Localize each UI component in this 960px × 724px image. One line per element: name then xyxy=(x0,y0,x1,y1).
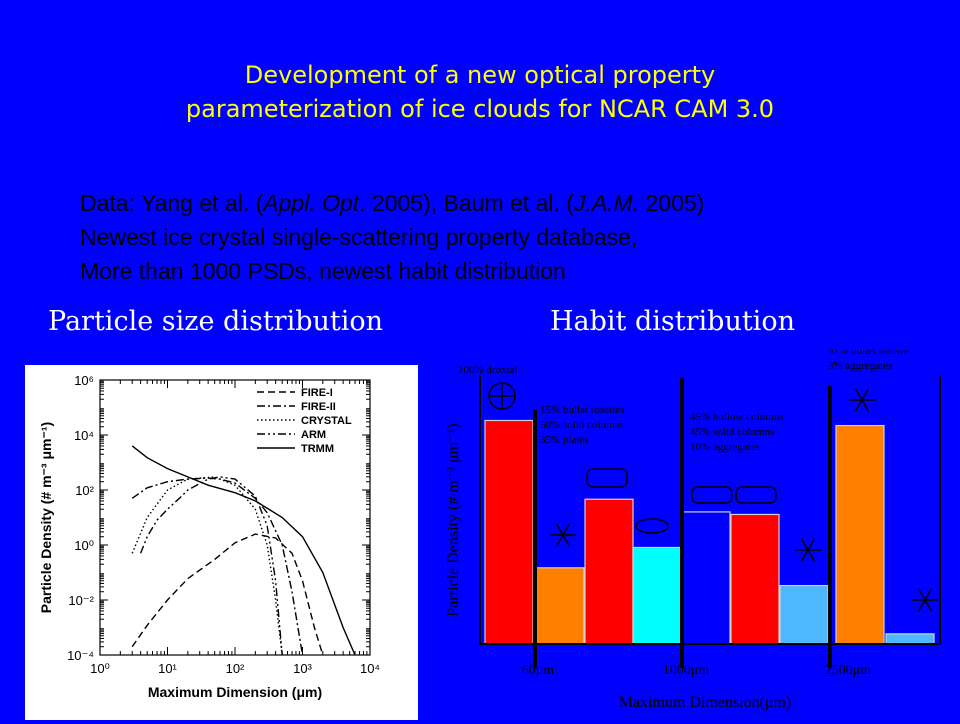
habit-annotation: 45% solid columns xyxy=(690,426,774,438)
y-tick-label: 10⁻⁴ xyxy=(67,648,94,663)
hollow-column-icon xyxy=(691,486,733,504)
habit-annotation: 50% solid columns xyxy=(540,419,624,431)
habit-x-axis-label: Maximum Dimension(μm) xyxy=(619,694,792,711)
psd-subtitle: Particle size distribution xyxy=(48,306,384,337)
habit-subtitle: Habit distribution xyxy=(550,306,795,337)
habit-annotation: 100% droxtal xyxy=(458,364,518,376)
legend-label: ARM xyxy=(301,429,326,441)
x-tick-label: 10² xyxy=(226,661,245,676)
bullet-journal: Appl. Opt xyxy=(263,190,360,216)
psd-y-axis-label: Particle Density (# m⁻³ μm⁻¹) xyxy=(38,422,54,613)
x-tick-label: 10⁴ xyxy=(360,661,380,676)
habit-x-tick-label: 60μm xyxy=(522,663,555,678)
x-tick-label: 10³ xyxy=(293,661,312,676)
legend-label: TRMM xyxy=(301,443,334,455)
x-tick-label: 10¹ xyxy=(158,661,177,676)
psd-chart: 10⁰ 10¹ 10² 10³ 10⁴ 10⁻⁴ 10⁻² 10⁰ 10² 10⁴ 10⁶ Maxim… xyxy=(38,373,380,700)
habit-y-axis-label: Particle Density (# m⁻³ μm⁻¹) xyxy=(445,423,462,616)
plate-icon xyxy=(635,518,669,534)
habit-bar-aggregates xyxy=(779,584,829,645)
habit-bar-aggregates xyxy=(885,633,935,645)
series-line-trmm xyxy=(131,445,356,656)
habit-bar-hollow-columns xyxy=(681,511,731,645)
y-tick-label: 10⁶ xyxy=(74,373,94,388)
habit-annotation: 35% plates xyxy=(540,434,589,446)
habit-annotation: 15% bullet rosettes xyxy=(540,404,624,416)
bullet-text: . 2005), Baum et al. ( xyxy=(359,190,574,216)
plate-shape xyxy=(635,518,669,534)
y-tick-label: 10⁴ xyxy=(74,428,94,443)
habit-bar-bullet-rosette xyxy=(835,424,885,645)
series-line-fire-ii xyxy=(131,477,304,656)
title-line-2: parameterization of ice clouds for NCAR … xyxy=(185,95,775,123)
legend-label: FIRE-I xyxy=(301,387,333,399)
habit-x-tick-label: 1000μm xyxy=(663,663,710,678)
solid-column-icon xyxy=(735,486,777,504)
x-tick-label: 10⁰ xyxy=(90,661,110,676)
y-tick-label: 10² xyxy=(75,483,94,498)
rosette-arm xyxy=(854,388,870,412)
series-line-fire-i xyxy=(131,533,324,656)
bullet-psds: More than 1000 PSDs, newest habit distri… xyxy=(80,258,566,284)
habit-annotation: 97% bullet rosette xyxy=(828,350,908,357)
slide-title: Development of a new optical property pa… xyxy=(0,58,960,126)
bullet-journal: J.A.M. xyxy=(573,190,640,216)
habit-bar-plates xyxy=(632,546,682,645)
bullet-rosette-icon xyxy=(550,523,576,547)
y-tick-label: 10⁻² xyxy=(68,593,94,608)
bullet-data-source: Data: Yang et al. (Appl. Opt. 2005), Bau… xyxy=(80,186,704,220)
series-line-arm xyxy=(139,476,283,656)
bullet-text: Data: Yang et al. ( xyxy=(80,190,264,216)
solid-column-shape xyxy=(735,486,777,504)
legend-label: FIRE-II xyxy=(301,401,336,413)
habit-bar-bullet-rosettes xyxy=(535,567,585,645)
habit-bar-droxtal xyxy=(484,419,534,645)
bullet-text: 2005) xyxy=(639,190,705,216)
psd-chart-panel: 10⁰ 10¹ 10² 10³ 10⁴ 10⁻⁴ 10⁻² 10⁰ 10² 10⁴ 10⁶ Maxim… xyxy=(25,365,418,720)
aggregate-icon xyxy=(912,588,938,612)
habit-x-tick-label: 2500μm xyxy=(825,663,872,678)
habit-bar-solid-columns xyxy=(584,498,634,645)
habit-bar-solid-columns xyxy=(730,513,780,645)
bullet-list: Data: Yang et al. (Appl. Opt. 2005), Bau… xyxy=(80,186,704,288)
legend-label: CRYSTAL xyxy=(301,415,352,427)
habit-annotation: 3% aggregates xyxy=(828,360,892,372)
bullet-database: Newest ice crystal single-scattering pro… xyxy=(80,224,638,250)
rosette-arm xyxy=(800,538,816,562)
psd-plot-frame xyxy=(99,379,371,656)
psd-x-axis-label: Maximum Dimension (μm) xyxy=(148,684,322,700)
title-line-1: Development of a new optical property xyxy=(244,61,716,89)
bullet-rosette-icon xyxy=(849,388,875,412)
habit-annotation: 45% hollow columns xyxy=(690,411,784,423)
aggregate-icon xyxy=(795,538,821,562)
hollow-column-shape xyxy=(691,486,733,504)
column-icon xyxy=(586,468,628,488)
y-tick-label: 10⁰ xyxy=(74,538,94,553)
habit-chart: 60μm 1000μm 2500μm Maximum Dimension(μm) Par… xyxy=(445,350,941,711)
rosette-arm xyxy=(555,523,571,547)
rosette-arm xyxy=(917,588,933,612)
habit-annotation: 10% aggregates xyxy=(690,441,760,453)
column-shape xyxy=(586,468,628,488)
droxtal-icon xyxy=(488,382,516,410)
